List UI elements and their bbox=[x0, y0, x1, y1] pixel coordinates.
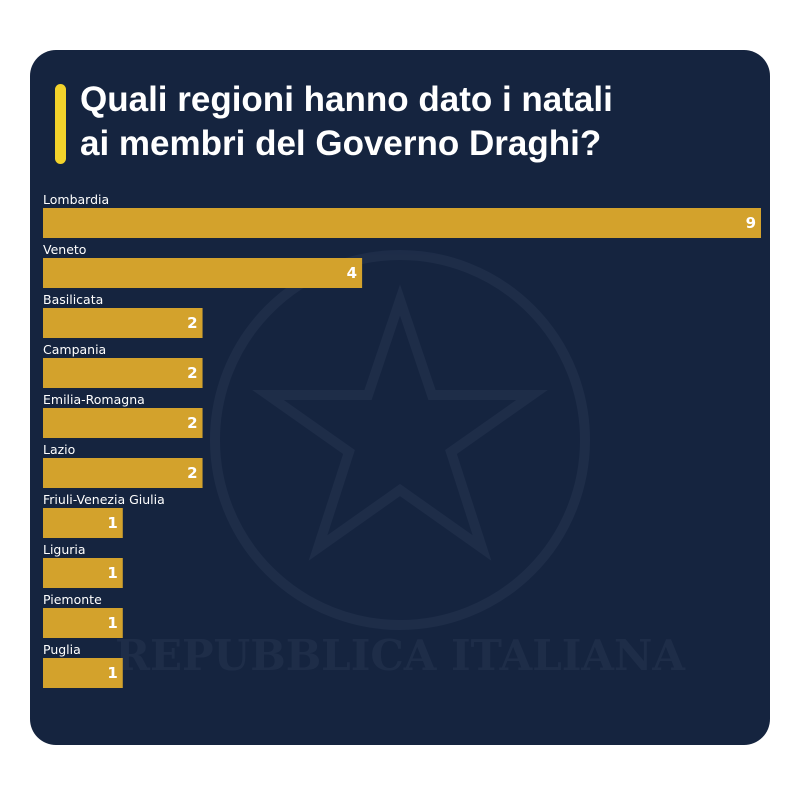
value-label: 9 bbox=[746, 214, 756, 232]
bar bbox=[43, 208, 761, 238]
title-accent-bar bbox=[55, 84, 66, 164]
category-label: Lombardia bbox=[43, 192, 109, 207]
bar bbox=[43, 308, 203, 338]
category-label: Lazio bbox=[43, 442, 75, 457]
chart-card bbox=[30, 50, 770, 745]
bar bbox=[43, 358, 203, 388]
value-label: 2 bbox=[187, 414, 197, 432]
category-label: Emilia-Romagna bbox=[43, 392, 145, 407]
bar bbox=[43, 608, 123, 638]
category-label: Basilicata bbox=[43, 292, 103, 307]
chart-title-line-1: Quali regioni hanno dato i natali bbox=[80, 80, 613, 119]
chart-title-line-2: ai membri del Governo Draghi? bbox=[80, 124, 602, 163]
chart-title: Quali regioni hanno dato i natali ai mem… bbox=[80, 78, 760, 166]
category-label: Piemonte bbox=[43, 592, 102, 607]
bar bbox=[43, 258, 363, 288]
bar bbox=[43, 408, 203, 438]
bar bbox=[43, 508, 123, 538]
watermark-text: REPUBBLICA ITALIANA bbox=[115, 631, 686, 680]
value-label: 1 bbox=[107, 564, 117, 582]
category-label: Friuli-Venezia Giulia bbox=[43, 492, 165, 507]
bar bbox=[43, 658, 123, 688]
value-label: 1 bbox=[107, 614, 117, 632]
bar bbox=[43, 558, 123, 588]
value-label: 2 bbox=[187, 314, 197, 332]
value-label: 4 bbox=[347, 264, 357, 282]
category-label: Veneto bbox=[43, 242, 86, 257]
category-label: Campania bbox=[43, 342, 106, 357]
value-label: 1 bbox=[107, 514, 117, 532]
category-label: Liguria bbox=[43, 542, 86, 557]
value-label: 1 bbox=[107, 664, 117, 682]
value-label: 2 bbox=[187, 464, 197, 482]
bar bbox=[43, 458, 203, 488]
category-label: Puglia bbox=[43, 642, 81, 657]
value-label: 2 bbox=[187, 364, 197, 382]
